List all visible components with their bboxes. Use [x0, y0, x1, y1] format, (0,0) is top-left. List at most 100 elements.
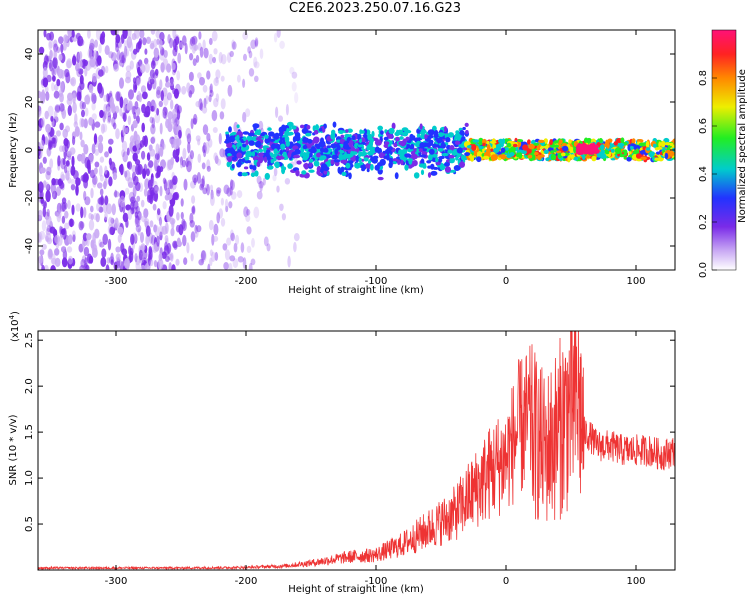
spectral-cell	[145, 225, 151, 237]
spectral-cell	[341, 171, 347, 177]
spectral-cell	[71, 230, 77, 242]
spectral-cell	[127, 209, 133, 221]
spectral-cell	[285, 104, 289, 116]
spectral-cell	[187, 141, 191, 154]
spectral-cell	[536, 154, 542, 161]
spectral-cell	[254, 39, 259, 48]
spectral-cell	[227, 84, 233, 97]
spectral-cell	[358, 150, 362, 158]
spectral-cell	[472, 139, 480, 143]
spectral-cell	[176, 70, 181, 81]
spectral-cell	[482, 142, 486, 147]
spectral-cell	[257, 129, 262, 135]
spectral-cell	[232, 41, 237, 50]
spectral-cell	[141, 150, 146, 160]
spectral-cell	[214, 155, 219, 165]
spectral-cell	[302, 144, 308, 150]
spectral-cell	[50, 265, 56, 270]
spectral-cell	[136, 210, 142, 221]
spectral-cell	[436, 137, 443, 144]
spectral-cell	[605, 150, 610, 155]
spectral-cell	[172, 108, 177, 120]
spectral-cell	[262, 177, 266, 186]
spectral-cell	[377, 176, 384, 181]
spectral-cell	[213, 152, 218, 161]
x-tick-label: -100	[365, 276, 388, 287]
spectral-cell	[98, 142, 104, 154]
spectral-cell	[313, 140, 318, 144]
spectral-cell	[209, 83, 213, 94]
spectral-cell	[99, 109, 104, 119]
spectral-cell	[656, 151, 660, 155]
spectral-cell	[211, 30, 218, 42]
spectral-cell	[150, 30, 156, 35]
spectral-cell	[108, 216, 114, 227]
spectral-cell	[471, 144, 477, 151]
spectral-cell	[61, 246, 66, 253]
spectral-cell	[224, 249, 231, 261]
spectral-cell	[426, 160, 432, 164]
spectral-cell	[59, 103, 65, 112]
spectral-cell	[243, 53, 247, 62]
spectral-cell	[226, 142, 233, 149]
spectral-cell	[142, 135, 146, 146]
spectral-cell	[122, 30, 128, 39]
spectral-cell	[113, 63, 119, 72]
spectral-cell	[172, 175, 178, 185]
spectral-cell	[130, 207, 135, 215]
spectral-cell	[106, 257, 111, 264]
spectral-cell	[435, 157, 439, 163]
spectral-cell	[60, 174, 66, 182]
spectral-cell	[80, 139, 85, 148]
spectral-cell	[80, 118, 85, 128]
spectral-cell	[189, 212, 194, 224]
spectral-cell	[422, 148, 427, 152]
spectral-cell	[486, 140, 490, 145]
spectral-cell	[166, 242, 172, 254]
spectral-cell	[332, 121, 337, 128]
spectral-cell	[165, 75, 169, 84]
spectral-cell	[219, 148, 226, 158]
spectral-cell	[143, 208, 149, 219]
spectral-cell	[141, 257, 147, 266]
spectral-cell	[46, 208, 50, 217]
spectral-cell	[198, 31, 202, 40]
spectral-cell	[169, 37, 174, 49]
spectral-cell	[627, 144, 632, 151]
spectral-cell	[379, 158, 386, 166]
colorbar-tick-label: 0.0	[698, 262, 709, 278]
spectral-cell	[388, 161, 393, 169]
spectral-cell	[191, 35, 198, 45]
x-axis-label: Height of straight line (km)	[288, 285, 424, 296]
y-axis: 40 20 0 -20 -40	[24, 48, 675, 254]
spectral-cell	[318, 127, 323, 132]
spectral-cell	[506, 142, 512, 148]
spectral-cell	[518, 152, 523, 159]
spectral-cell	[122, 212, 129, 223]
spectral-cell	[158, 39, 163, 50]
spectral-cell	[170, 121, 175, 129]
spectral-cell	[245, 214, 251, 223]
spectral-cell	[260, 132, 266, 137]
spectral-cell	[52, 186, 56, 199]
spectral-cell	[85, 93, 91, 106]
spectral-cell	[142, 168, 147, 180]
spectral-cell	[242, 78, 246, 88]
spectral-cell	[83, 59, 88, 67]
spectral-cell	[78, 220, 84, 231]
spectral-cell	[664, 142, 671, 146]
spectral-cell	[97, 69, 104, 77]
spectral-cell	[134, 211, 138, 219]
spectral-cell	[108, 146, 113, 154]
spectral-cell	[224, 140, 230, 144]
spectral-cell	[98, 134, 104, 143]
spectral-cell	[388, 127, 395, 135]
spectral-cell	[279, 149, 283, 156]
spectral-cell	[449, 145, 455, 151]
spectral-cell	[98, 196, 105, 206]
spectral-cell	[186, 242, 190, 254]
spectral-cell	[318, 140, 326, 148]
spectral-cell	[47, 105, 54, 118]
spectral-cell	[286, 121, 294, 128]
x-tick-label: -100	[365, 576, 388, 587]
